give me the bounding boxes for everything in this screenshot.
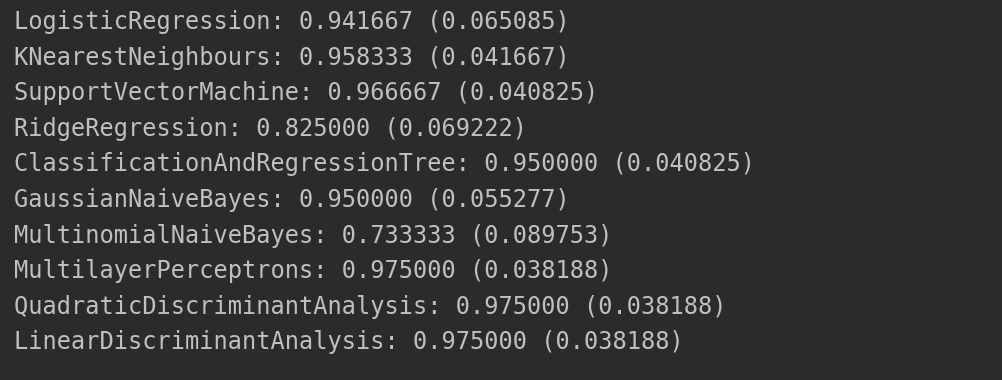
- Text: MultilayerPerceptrons: 0.975000 (0.038188): MultilayerPerceptrons: 0.975000 (0.03818…: [14, 259, 612, 283]
- Text: RidgeRegression: 0.825000 (0.069222): RidgeRegression: 0.825000 (0.069222): [14, 117, 527, 141]
- Text: QuadraticDiscriminantAnalysis: 0.975000 (0.038188): QuadraticDiscriminantAnalysis: 0.975000 …: [14, 295, 726, 319]
- Text: LinearDiscriminantAnalysis: 0.975000 (0.038188): LinearDiscriminantAnalysis: 0.975000 (0.…: [14, 330, 683, 355]
- Text: SupportVectorMachine: 0.966667 (0.040825): SupportVectorMachine: 0.966667 (0.040825…: [14, 81, 598, 105]
- Text: KNearestNeighbours: 0.958333 (0.041667): KNearestNeighbours: 0.958333 (0.041667): [14, 46, 570, 70]
- Text: MultinomialNaiveBayes: 0.733333 (0.089753): MultinomialNaiveBayes: 0.733333 (0.08975…: [14, 223, 612, 248]
- Text: ClassificationAndRegressionTree: 0.950000 (0.040825): ClassificationAndRegressionTree: 0.95000…: [14, 152, 755, 176]
- Text: LogisticRegression: 0.941667 (0.065085): LogisticRegression: 0.941667 (0.065085): [14, 10, 570, 34]
- Text: GaussianNaiveBayes: 0.950000 (0.055277): GaussianNaiveBayes: 0.950000 (0.055277): [14, 188, 570, 212]
